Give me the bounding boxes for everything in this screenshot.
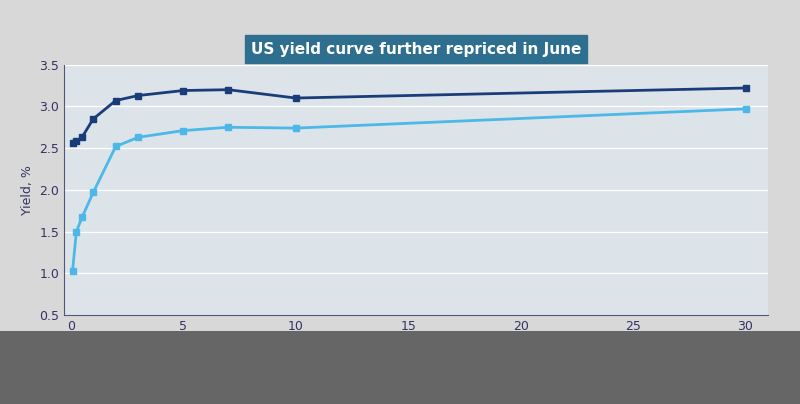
30-May-22 [111, 144, 121, 149]
Title: US yield curve further repriced in June: US yield curve further repriced in June [251, 42, 581, 57]
30-May-22 [71, 229, 81, 234]
Line: 30-May-22: 30-May-22 [69, 105, 749, 274]
Text: Years to maturity: Years to maturity [646, 345, 754, 358]
30-May-22 [89, 190, 98, 195]
30-May-22 [178, 128, 188, 133]
30-May-22 [77, 215, 86, 220]
29-Jun-22 [111, 98, 121, 103]
Line: 29-Jun-22: 29-Jun-22 [69, 84, 749, 147]
29-Jun-22 [68, 141, 78, 145]
Legend: 30-May-22, 29-Jun-22: 30-May-22, 29-Jun-22 [162, 351, 374, 375]
29-Jun-22 [77, 135, 86, 140]
29-Jun-22 [134, 93, 143, 98]
29-Jun-22 [71, 139, 81, 144]
30-May-22 [68, 268, 78, 273]
29-Jun-22 [741, 86, 750, 90]
Y-axis label: Yield, %: Yield, % [21, 165, 34, 215]
30-May-22 [223, 125, 233, 130]
30-May-22 [134, 135, 143, 140]
30-May-22 [291, 126, 301, 130]
30-May-22 [741, 107, 750, 112]
29-Jun-22 [223, 87, 233, 92]
29-Jun-22 [178, 88, 188, 93]
29-Jun-22 [291, 96, 301, 101]
29-Jun-22 [89, 116, 98, 121]
